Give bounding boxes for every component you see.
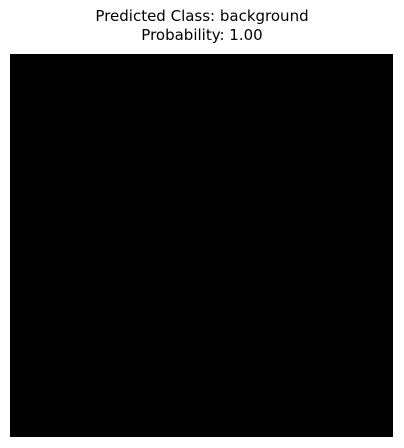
figure-title: Predicted Class: background Probability:… [0,7,404,45]
probability-label: Probability: 1.00 [141,26,263,44]
predicted-class-label: Predicted Class: background [95,7,309,25]
classified-image [10,54,393,437]
